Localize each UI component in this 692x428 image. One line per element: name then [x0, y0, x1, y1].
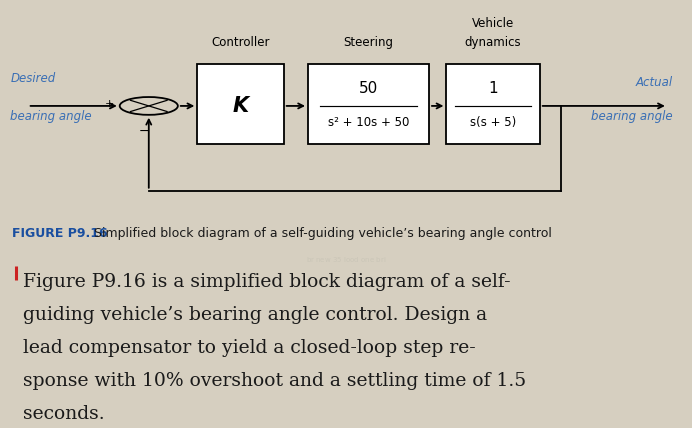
Text: Simplified block diagram of a self-guiding vehicle’s bearing angle control: Simplified block diagram of a self-guidi… — [82, 227, 552, 240]
Text: lead compensator to yield a closed-loop step re-: lead compensator to yield a closed-loop … — [23, 339, 475, 357]
Text: s² + 10s + 50: s² + 10s + 50 — [328, 116, 409, 129]
Text: dynamics: dynamics — [465, 36, 521, 49]
Text: bearing angle: bearing angle — [10, 110, 92, 123]
Text: seconds.: seconds. — [23, 405, 104, 423]
Text: +: + — [104, 99, 114, 109]
Text: Desired: Desired — [10, 72, 55, 85]
Bar — [446, 64, 540, 144]
Bar — [197, 64, 284, 144]
Text: Controller: Controller — [211, 36, 270, 49]
Bar — [308, 64, 429, 144]
Text: Actual: Actual — [635, 76, 673, 89]
Text: K: K — [233, 96, 248, 116]
Text: Vehicle: Vehicle — [472, 17, 514, 30]
Text: s(s + 5): s(s + 5) — [470, 116, 516, 129]
Text: −: − — [139, 125, 149, 138]
Text: guiding vehicle’s bearing angle control. Design a: guiding vehicle’s bearing angle control.… — [23, 306, 487, 324]
Text: br new $35$ lood one bri: br new $35$ lood one bri — [306, 255, 386, 264]
Text: Steering: Steering — [343, 36, 394, 49]
Text: 50: 50 — [359, 81, 378, 96]
Text: sponse with 10% overshoot and a settling time of 1.5: sponse with 10% overshoot and a settling… — [23, 372, 526, 390]
Text: bearing angle: bearing angle — [591, 110, 673, 123]
Text: Figure P9.16 is a simplified block diagram of a self-: Figure P9.16 is a simplified block diagr… — [23, 273, 511, 291]
Text: 1: 1 — [489, 81, 498, 96]
Text: FIGURE P9.16: FIGURE P9.16 — [12, 227, 108, 240]
